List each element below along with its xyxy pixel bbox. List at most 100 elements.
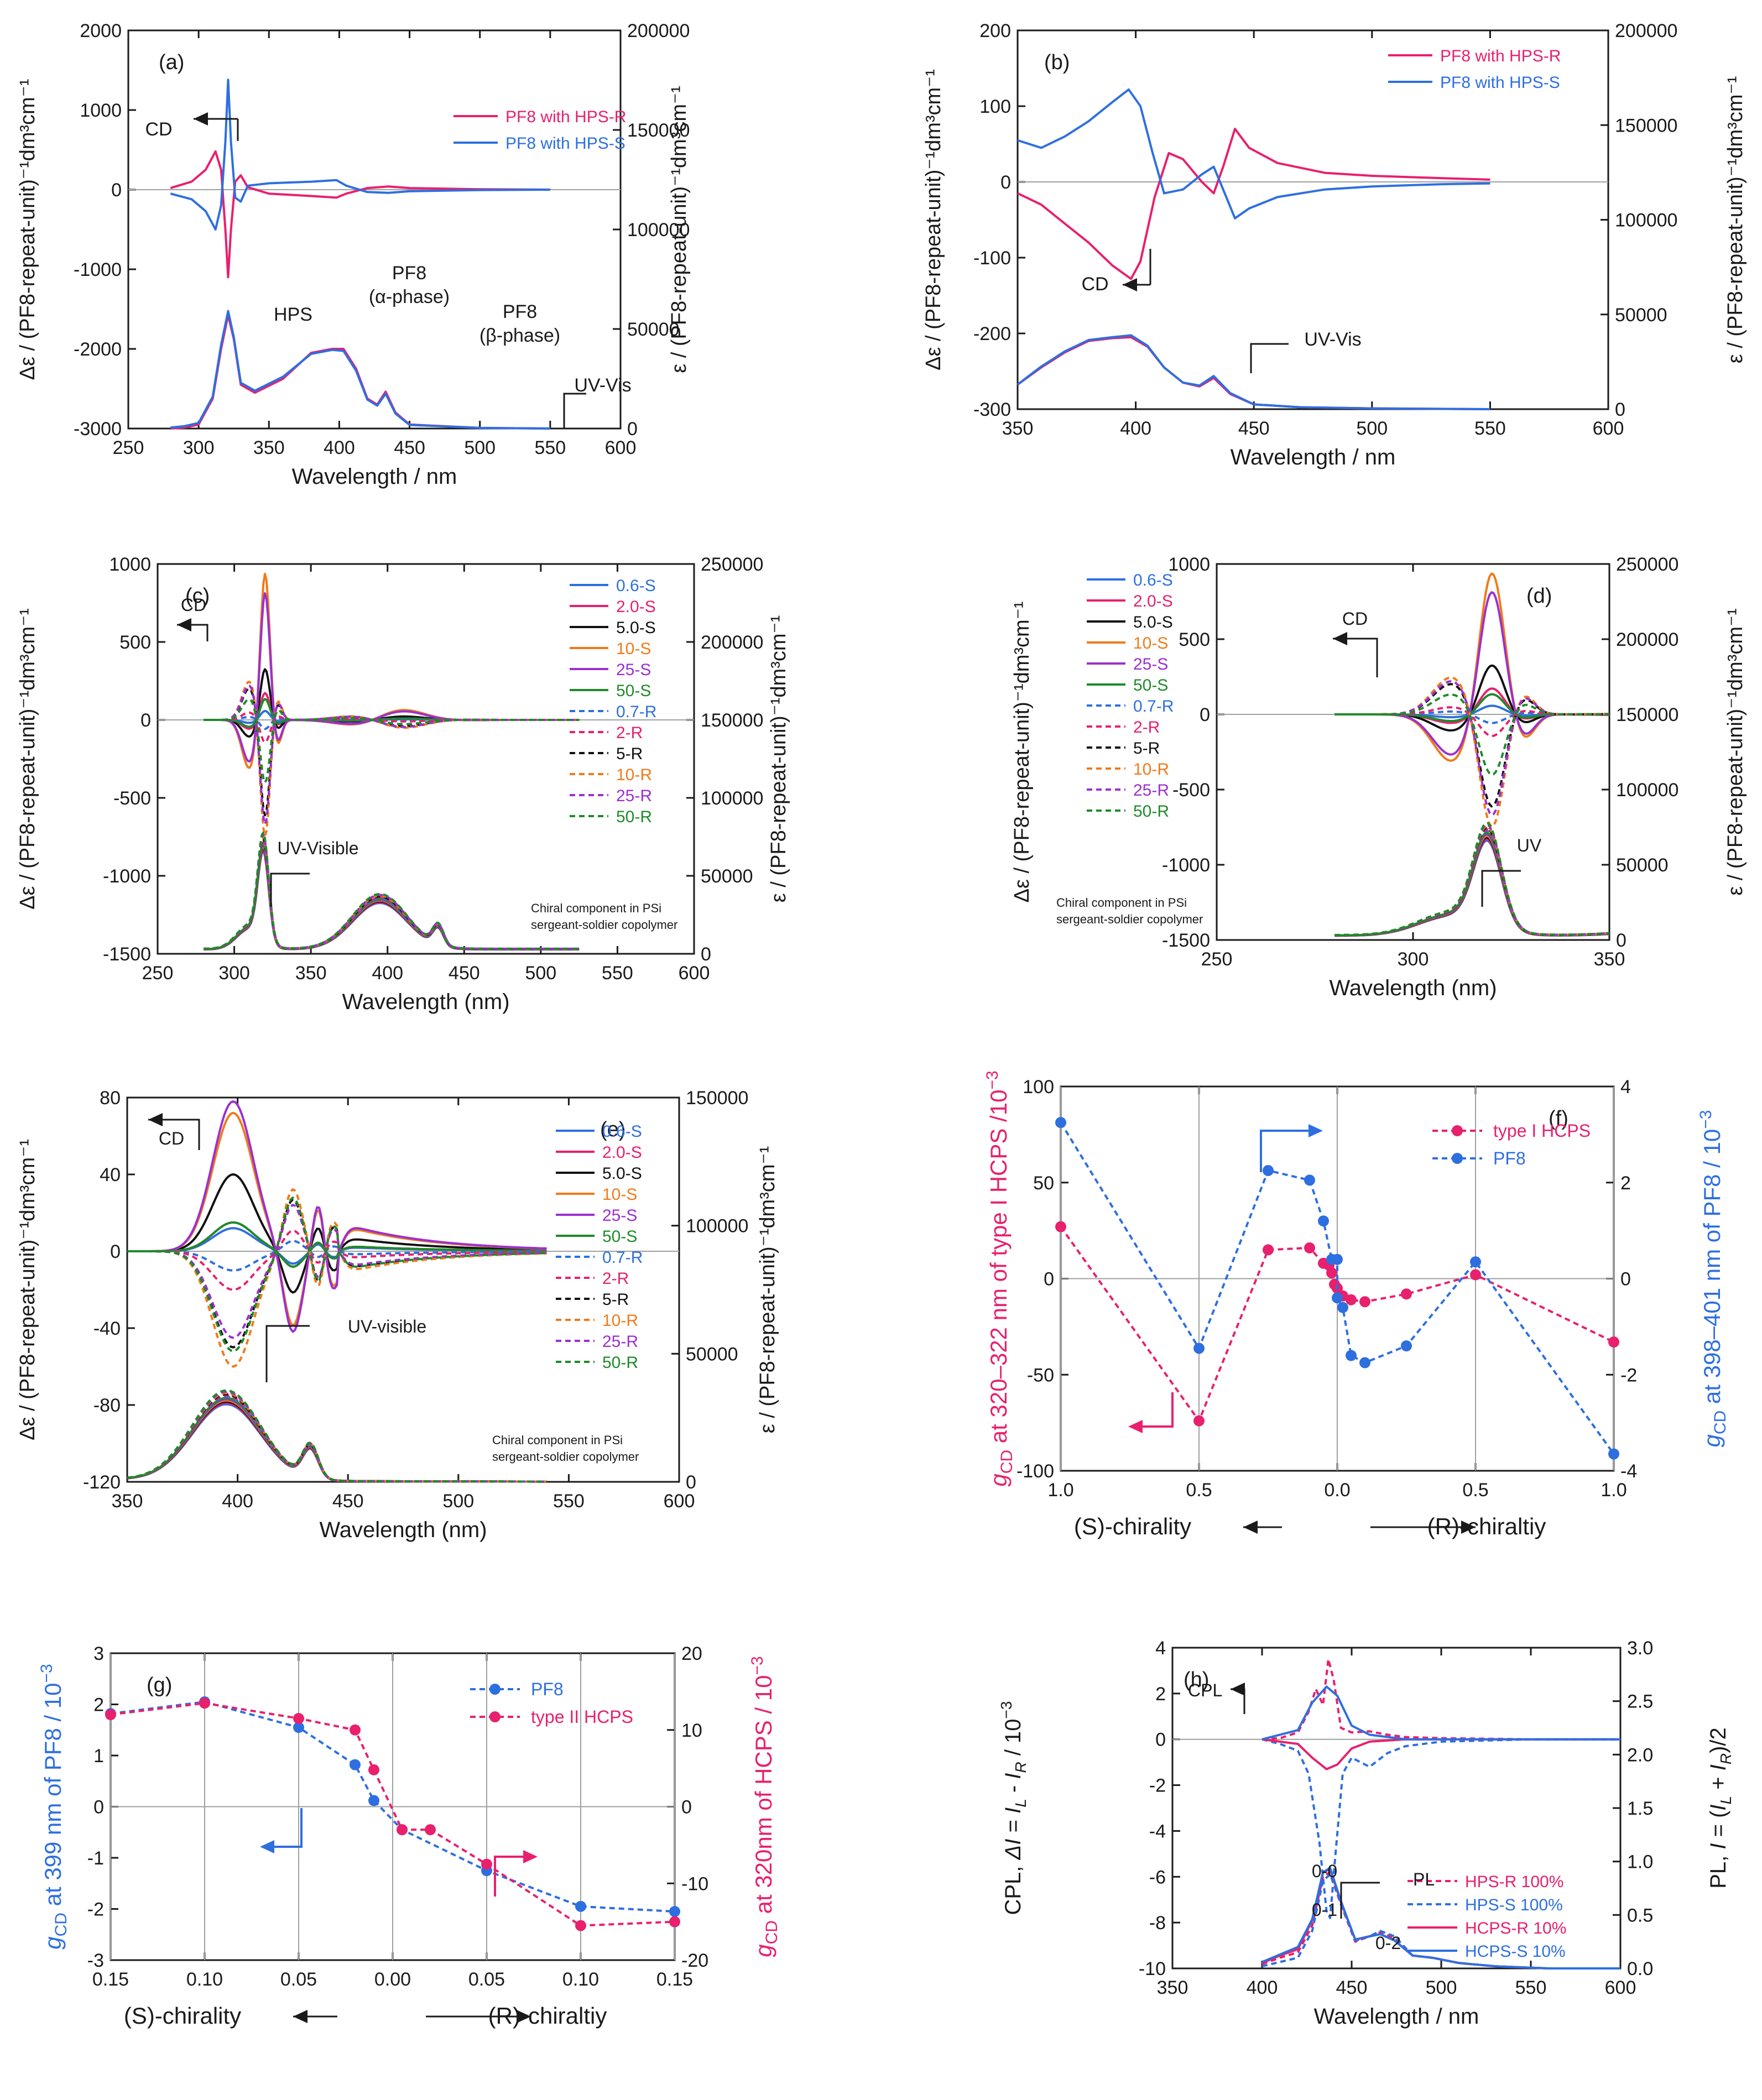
annotation: 0-2: [1375, 1933, 1401, 1953]
x-tick-label: 400: [222, 1491, 253, 1512]
x-tick-label: 300: [1398, 949, 1429, 970]
legend-label: 5-R: [602, 1291, 629, 1309]
y2-tick-label: -4: [1620, 1461, 1637, 1482]
y-tick-label: 2000: [80, 20, 122, 41]
data-point: [1263, 1165, 1274, 1177]
series-PL-HPS-R: [1261, 1871, 1620, 1970]
y-axis-title: Δε / (PF8-repeat-unit)⁻¹dm³cm⁻¹: [16, 608, 39, 910]
annotation-arrow: [177, 624, 208, 641]
legend-label: 10-S: [602, 1185, 637, 1204]
y-tick-label: -1000: [74, 259, 122, 280]
arrow-head: [517, 2010, 531, 2023]
legend-label: 5.0-S: [1133, 613, 1173, 631]
data-point: [293, 1722, 304, 1733]
y-tick-label: 100: [1023, 1077, 1054, 1098]
y2-tick-label: 100000: [1615, 210, 1677, 231]
x-tick-label: 550: [1515, 1977, 1547, 1998]
y2-tick-label: -2: [1620, 1365, 1637, 1386]
arrow-head: [260, 1840, 274, 1853]
series-PF8: [110, 1700, 675, 1913]
series-10-S: [127, 1111, 547, 1327]
annotation: PF8: [503, 301, 537, 322]
y-tick-label: 1000: [1168, 554, 1210, 575]
y-tick-label: -50: [1027, 1365, 1054, 1386]
legend-label: type I HCPS: [1493, 1121, 1591, 1141]
series-type-II-HCPS: [110, 1702, 675, 1927]
y2-tick-label: 50000: [1615, 305, 1667, 326]
y2-tick-label: -10: [681, 1873, 708, 1894]
data-point: [669, 1916, 680, 1927]
annotation-arrow: [1481, 870, 1521, 907]
series-PF8: [1060, 1122, 1615, 1455]
series-abs-2.0-S: [127, 1402, 547, 1483]
x-tick-label: 250: [1201, 949, 1233, 970]
y2-tick-label: 2.0: [1627, 1744, 1653, 1765]
legend-label: 50-R: [616, 808, 652, 826]
annotation: CD: [1081, 274, 1108, 295]
y-tick-label: -120: [83, 1472, 121, 1493]
y2-tick-label: 200000: [701, 632, 763, 653]
y-axis-title: Δε / (PF8-repeat-unit)⁻¹dm³cm⁻¹: [16, 79, 39, 380]
annotation: UV: [1517, 835, 1542, 855]
panel-f: 1.0 0.5 0.0 0.5 1.0-100-50050100-4-2024(f)ty…: [983, 1070, 1729, 1539]
y-tick-label: 0: [111, 180, 122, 201]
annotation-arrow: [270, 873, 310, 907]
panel-label: (b): [1044, 51, 1070, 74]
y2-tick-label: 0: [686, 1472, 696, 1493]
y-tick-label: 2: [93, 1695, 104, 1716]
y2-tick-label: 150000: [686, 1088, 748, 1109]
legend-marker: [489, 1684, 501, 1695]
legend-marker: [1452, 1125, 1463, 1136]
y-axis-title: gCD at 320–322 nm of type I HCPS /10−3: [983, 1070, 1016, 1486]
series-abs-50-S: [127, 1397, 547, 1483]
y2-tick-label: 50000: [1616, 855, 1669, 876]
x-tick-label: 400: [372, 963, 403, 984]
x-tick-label: 350: [1002, 418, 1034, 439]
annotation: CD: [145, 119, 172, 140]
arrow-head: [293, 2010, 307, 2023]
data-point: [1055, 1221, 1066, 1232]
data-point: [1608, 1336, 1619, 1348]
y2-tick-label: 0: [701, 944, 711, 965]
y-tick-label: 3: [93, 1643, 104, 1664]
legend-label: 5-R: [1133, 739, 1160, 758]
y2-tick-label: 100000: [627, 220, 690, 241]
legend-label: 10-R: [602, 1312, 638, 1330]
x-tick-label: 250: [142, 963, 174, 984]
data-point: [1263, 1244, 1274, 1256]
y2-tick-label: 50000: [701, 866, 753, 887]
y2-tick-label: 0: [681, 1797, 692, 1818]
data-point: [105, 1709, 116, 1720]
data-point: [1318, 1215, 1329, 1227]
legend-label: 25-R: [616, 787, 652, 805]
y-axis-title: gCD at 399 nm of PF8 / 10−3: [38, 1664, 70, 1950]
arrow-head: [1461, 1521, 1476, 1534]
y2-tick-label: -20: [681, 1950, 708, 1971]
y-tick-label: 500: [119, 632, 151, 653]
legend-label: 25-S: [616, 661, 651, 679]
y2-tick-label: 100000: [686, 1216, 748, 1237]
y-tick-label: -80: [93, 1395, 121, 1416]
data-point: [1304, 1242, 1315, 1253]
x-tick-label: 0.5: [1186, 1480, 1212, 1501]
y-tick-label: -3000: [74, 419, 122, 440]
x-tick-label: 0.10: [562, 1969, 599, 1990]
y2-axis-title: ε / (PF8-repeat-unit)⁻¹dm³cm⁻¹: [1724, 76, 1747, 363]
annotation: CPL: [1188, 1680, 1222, 1700]
data-point: [1055, 1117, 1066, 1129]
y-tick-label: 0: [1155, 1730, 1166, 1751]
series-abs-5-R: [1334, 827, 1610, 937]
y-tick-label: 2: [1155, 1684, 1166, 1705]
series-PF8-with-HPS-S: [170, 79, 550, 231]
data-point: [1401, 1340, 1412, 1352]
y2-tick-label: 0: [1616, 930, 1627, 951]
legend-label: type II HCPS: [531, 1707, 633, 1727]
legend-label: 0.7-R: [616, 703, 656, 721]
x-tick-label: 500: [464, 437, 496, 458]
arrow-head: [1243, 1521, 1258, 1534]
series-50-R: [204, 698, 580, 784]
annotation-arrow: [563, 393, 586, 429]
x-axis-title: Wavelength (nm): [1329, 976, 1497, 1000]
series-10-S: [1334, 572, 1610, 762]
y2-axis-title: PL, I = (IL + IR)/2: [1706, 1727, 1734, 1889]
